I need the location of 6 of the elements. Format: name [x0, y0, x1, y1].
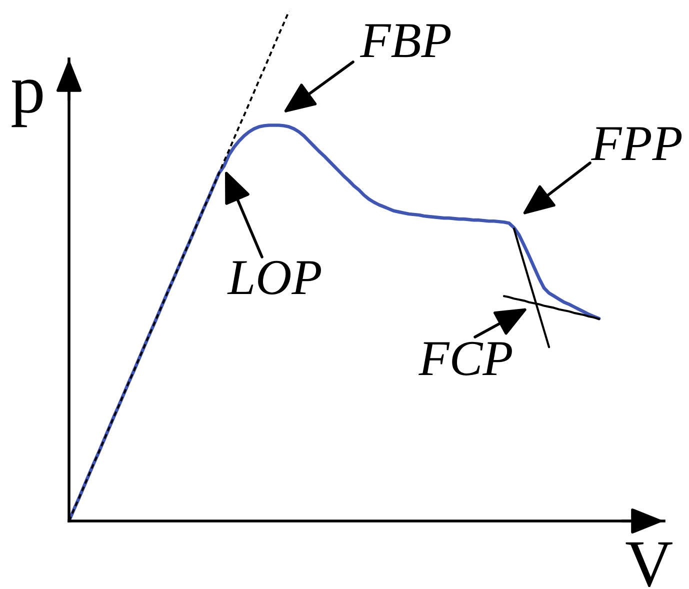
x-axis-title: V	[626, 542, 672, 587]
annotation: FCP	[418, 342, 512, 376]
annotation: FBP	[360, 24, 451, 58]
annotation: LOP	[227, 260, 321, 295]
y-axis-title: p	[12, 80, 43, 128]
annotation: FPP	[590, 127, 682, 160]
